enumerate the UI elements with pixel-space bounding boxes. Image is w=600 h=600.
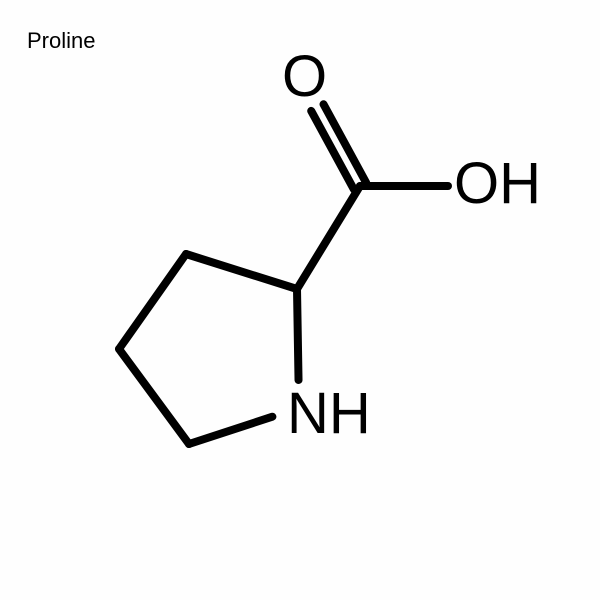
atom-label: NH (287, 380, 371, 447)
molecule-title: Proline (27, 28, 95, 54)
atom-label: OH (454, 150, 541, 217)
figure-canvas: Proline NH O OH (0, 0, 600, 600)
atom-label: O (282, 43, 327, 110)
